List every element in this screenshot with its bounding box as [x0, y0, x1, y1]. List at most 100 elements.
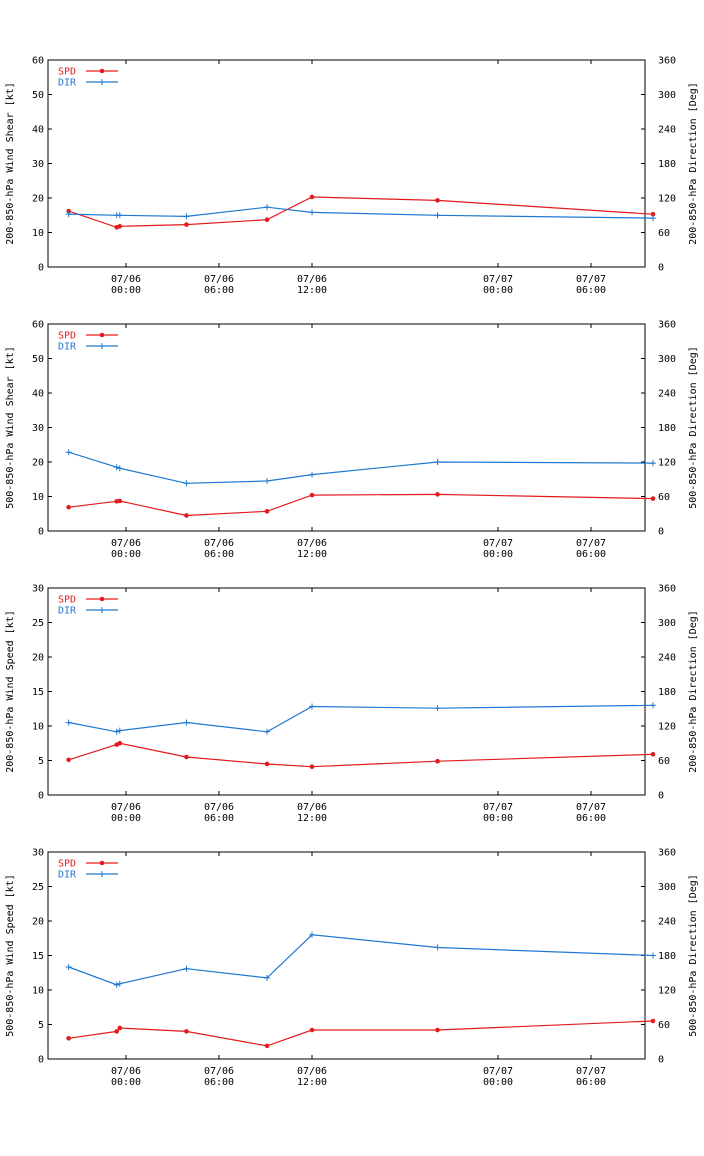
spd-point — [66, 757, 71, 763]
left-y-tick-label: 30 — [32, 848, 44, 859]
plot-frame — [47, 323, 646, 532]
dir-point — [434, 459, 441, 465]
right-y-tick-label: 300 — [658, 354, 676, 365]
right-y-tick-label: 0 — [658, 1055, 664, 1066]
left-y-axis-label: 200-850-hPa Wind Shear [kt] — [5, 82, 16, 245]
plot-frame — [47, 587, 646, 796]
x-tick-date: 07/07 — [576, 538, 606, 549]
dir-point — [183, 480, 190, 487]
spd-point — [435, 1027, 440, 1033]
left-y-tick-label: 25 — [32, 618, 44, 629]
spd-point — [117, 498, 123, 504]
spd-point — [264, 217, 270, 223]
x-tick-time: 06:00 — [204, 549, 234, 560]
legend-spd-marker — [99, 332, 105, 338]
dir-point — [650, 952, 656, 959]
dir-point — [65, 211, 72, 218]
x-tick-time: 06:00 — [204, 285, 234, 296]
left-y-tick-label: 20 — [32, 917, 44, 928]
x-tick-time: 00:00 — [111, 1077, 141, 1088]
x-tick-date: 07/07 — [576, 274, 606, 285]
left-y-axis-label: 500-850-hPa Wind Shear [kt] — [5, 346, 16, 509]
spd-point — [650, 496, 656, 501]
x-tick-date: 07/07 — [483, 1066, 513, 1077]
dir-point — [434, 705, 441, 712]
legend-spd-label: SPD — [58, 595, 76, 606]
left-y-tick-label: 40 — [32, 389, 44, 400]
x-tick-time: 00:00 — [111, 285, 141, 296]
spd-point — [184, 513, 189, 518]
right-y-tick-label: 240 — [658, 389, 676, 400]
left-y-tick-label: 10 — [32, 986, 44, 997]
spd-point — [435, 758, 440, 764]
plot-frame — [47, 59, 646, 268]
legend-dir-label: DIR — [58, 342, 77, 353]
right-y-tick-label: 60 — [658, 228, 670, 239]
right-y-axis-label: 200-850-hPa Direction [Deg] — [688, 610, 699, 773]
right-y-axis-label: 500-850-hPa Direction [Deg] — [688, 346, 699, 509]
spd-point — [309, 764, 315, 770]
right-y-tick-label: 300 — [658, 882, 676, 893]
dir-series-line — [68, 704, 654, 733]
left-y-tick-label: 30 — [32, 584, 44, 595]
right-y-tick-label: 300 — [658, 90, 676, 101]
left-y-tick-label: 20 — [32, 458, 44, 469]
dir-point — [113, 981, 120, 988]
spd-point — [184, 222, 189, 227]
left-y-axis-label: 500-850-hPa Wind Speed [kt] — [5, 874, 16, 1037]
right-y-tick-label: 60 — [658, 1020, 670, 1031]
dir-point — [183, 965, 190, 972]
x-tick-date: 07/06 — [204, 1066, 234, 1077]
right-y-tick-label: 60 — [658, 492, 670, 503]
left-y-tick-label: 50 — [32, 90, 44, 101]
right-y-tick-label: 60 — [658, 756, 670, 767]
left-y-tick-label: 60 — [32, 320, 44, 331]
chart-panel-1: 010203040506006012018024030036007/0600:0… — [5, 56, 699, 297]
dir-point — [116, 212, 123, 219]
dir-point — [434, 944, 441, 951]
x-tick-date: 07/06 — [111, 274, 141, 285]
dir-point — [264, 204, 271, 211]
spd-point — [435, 198, 440, 203]
right-y-tick-label: 360 — [658, 56, 676, 67]
left-y-tick-label: 30 — [32, 423, 44, 434]
x-tick-date: 07/07 — [483, 274, 513, 285]
x-tick-date: 07/06 — [297, 274, 327, 285]
dir-point — [309, 209, 315, 216]
x-tick-date: 07/06 — [204, 802, 234, 813]
right-y-tick-label: 300 — [658, 618, 676, 629]
left-y-axis-label: 200-850-hPa Wind Speed [kt] — [5, 610, 16, 773]
x-tick-time: 12:00 — [297, 549, 327, 560]
right-y-tick-label: 180 — [658, 423, 676, 434]
x-tick-date: 07/06 — [204, 274, 234, 285]
spd-series-line — [68, 493, 654, 517]
dir-point — [309, 703, 315, 710]
x-tick-time: 06:00 — [204, 813, 234, 824]
left-y-tick-label: 25 — [32, 882, 44, 893]
x-tick-time: 06:00 — [576, 285, 606, 296]
spd-point — [117, 223, 123, 229]
right-y-tick-label: 180 — [658, 951, 676, 962]
right-y-tick-label: 120 — [658, 722, 676, 733]
dir-series-line — [68, 934, 654, 986]
left-y-tick-label: 20 — [32, 194, 44, 205]
left-y-tick-label: 15 — [32, 687, 44, 698]
x-tick-time: 06:00 — [576, 813, 606, 824]
spd-point — [184, 754, 189, 760]
x-tick-date: 07/06 — [111, 802, 141, 813]
x-tick-time: 00:00 — [483, 1077, 513, 1088]
right-y-tick-label: 0 — [658, 263, 664, 274]
dir-series-line — [68, 451, 654, 484]
left-y-tick-label: 5 — [38, 1020, 44, 1031]
x-tick-date: 07/06 — [111, 1066, 141, 1077]
spd-point — [66, 504, 71, 510]
legend-dir-label: DIR — [58, 606, 77, 617]
right-y-tick-label: 240 — [658, 917, 676, 928]
spd-point — [264, 509, 270, 514]
x-tick-date: 07/06 — [111, 538, 141, 549]
dir-point — [434, 212, 441, 219]
right-y-axis-label: 200-850-hPa Direction [Deg] — [688, 82, 699, 245]
x-tick-time: 00:00 — [483, 549, 513, 560]
spd-series-line — [68, 1020, 654, 1047]
